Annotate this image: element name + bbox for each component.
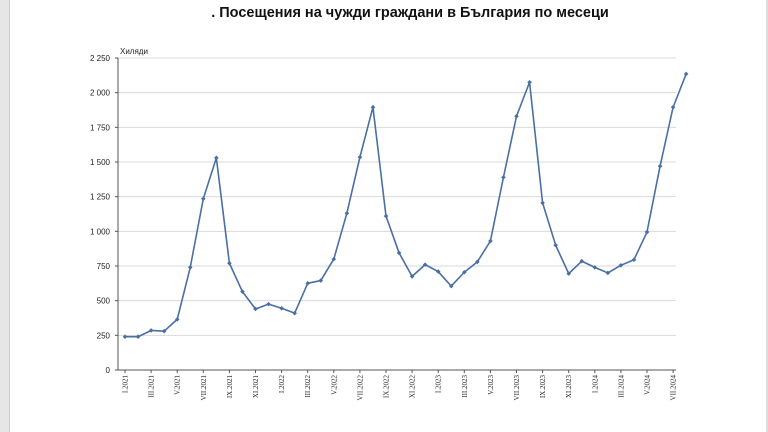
data-point <box>553 242 558 248</box>
data-point <box>161 328 167 334</box>
data-point <box>383 213 389 219</box>
data-point <box>266 301 271 307</box>
series-line-visits <box>122 71 689 340</box>
y-axis-ticks: 0 250 500 750 1 000 1 250 1 500 1 750 2 000 2 250 <box>90 54 118 375</box>
x-tick-label: XI.2022 <box>409 375 417 399</box>
data-point <box>174 317 180 322</box>
x-tick-label: VII.2022 <box>356 375 364 401</box>
data-point <box>148 328 154 333</box>
x-tick-label: III.2022 <box>304 375 312 398</box>
y-tick-label: 2 250 <box>90 54 111 63</box>
data-point <box>305 281 310 286</box>
x-tick-label: IX.2023 <box>539 375 547 399</box>
data-point <box>579 258 585 264</box>
data-point <box>670 104 676 110</box>
y-tick-label: 0 <box>106 366 111 375</box>
data-point <box>605 270 611 276</box>
x-tick-label: I.2022 <box>278 375 286 394</box>
x-tick-label: XI.2023 <box>565 375 573 399</box>
y-tick-label: 1 750 <box>90 123 111 132</box>
data-point <box>448 283 454 289</box>
data-point <box>501 174 506 180</box>
y-tick-label: 2 000 <box>90 89 111 98</box>
data-point <box>644 229 650 235</box>
x-tick-label: XI.2021 <box>252 375 260 399</box>
data-point <box>279 305 284 311</box>
x-tick-label: VII.2024 <box>670 375 678 401</box>
data-point <box>331 256 337 262</box>
window-frame-right <box>766 0 768 432</box>
axes <box>117 58 676 371</box>
x-tick-label: IX.2021 <box>226 375 234 399</box>
data-point <box>422 262 428 267</box>
x-tick-label: V.2024 <box>644 375 652 395</box>
series-line <box>125 73 687 338</box>
data-point <box>514 113 519 119</box>
y-tick-label: 1 250 <box>90 193 111 202</box>
x-tick-label: V.2021 <box>174 375 182 395</box>
data-point <box>435 269 441 274</box>
gridlines <box>118 57 676 336</box>
data-point <box>592 265 598 270</box>
data-point <box>227 260 232 266</box>
data-point <box>540 200 545 206</box>
x-tick-label: VII.2023 <box>513 375 521 401</box>
y-axis-unit-label: Хиляди <box>120 47 148 56</box>
data-point <box>396 250 402 256</box>
x-tick-label: V.2022 <box>330 375 338 395</box>
data-point <box>122 334 128 340</box>
data-point <box>292 310 297 316</box>
data-point <box>187 265 193 270</box>
x-tick-label: III.2023 <box>461 375 469 398</box>
x-tick-label: I.2023 <box>435 375 443 394</box>
data-point <box>462 269 467 275</box>
window-frame-left <box>0 0 10 432</box>
data-point <box>370 104 376 110</box>
x-tick-label: IX.2022 <box>383 375 391 399</box>
x-axis-ticks: I.2021 III.2021 V.2021 VII.2021 IX.2021 XI.20… <box>122 370 678 400</box>
data-point <box>566 271 571 276</box>
y-tick-label: 750 <box>97 262 111 271</box>
data-point <box>657 163 663 169</box>
data-point <box>318 278 324 283</box>
data-point <box>475 259 480 265</box>
data-point <box>214 155 219 161</box>
data-point <box>488 238 493 244</box>
data-point <box>618 263 624 268</box>
data-point <box>253 306 258 312</box>
x-tick-label: I.2021 <box>122 375 130 394</box>
data-point <box>409 274 415 279</box>
x-tick-label: III.2024 <box>617 375 625 398</box>
y-tick-label: 1 000 <box>90 227 111 236</box>
data-point <box>344 211 350 216</box>
x-tick-label: I.2024 <box>591 375 599 394</box>
chart-title: . Посещения на чужди граждани в България… <box>211 5 609 21</box>
y-tick-label: 1 500 <box>90 158 111 167</box>
data-point <box>631 257 637 263</box>
data-point <box>527 79 532 85</box>
data-point <box>357 154 363 160</box>
y-tick-label: 500 <box>97 297 111 306</box>
x-tick-label: III.2021 <box>148 375 156 398</box>
data-point <box>683 71 689 77</box>
x-tick-label: VII.2021 <box>200 375 208 401</box>
y-tick-label: 250 <box>97 331 111 340</box>
x-tick-label: V.2023 <box>487 375 495 395</box>
data-point <box>240 289 245 294</box>
data-point <box>135 334 141 340</box>
data-point <box>201 196 206 202</box>
